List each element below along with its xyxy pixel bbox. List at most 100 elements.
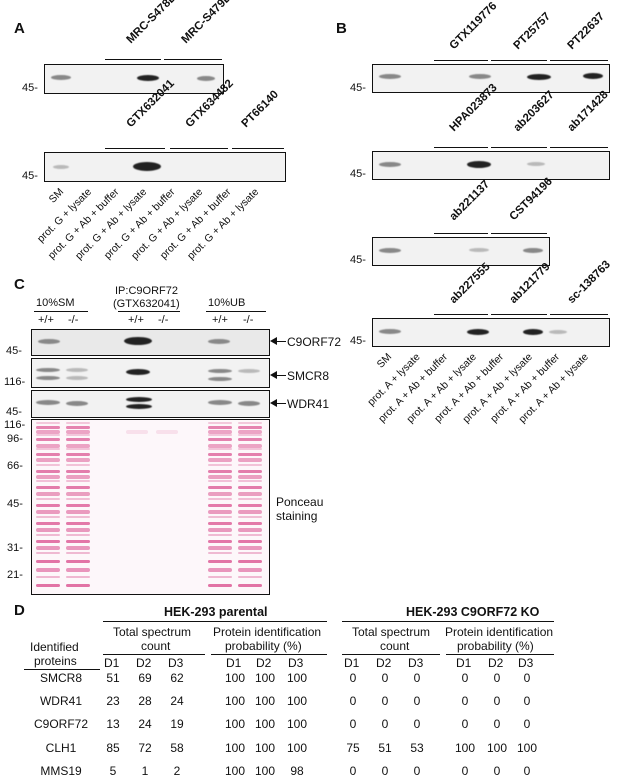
table-cell: 100 [224,694,246,708]
lane-group-bar [206,311,266,313]
ponceau-band [36,470,60,473]
table-cell: 13 [106,717,120,731]
arrow-line [276,403,286,405]
ponceau-band [208,560,232,563]
column-header: D3 [408,656,424,670]
table-cell: 24 [170,694,184,708]
table-cell: 1 [141,764,149,778]
table-cell: 0 [523,694,531,708]
table-cell: 100 [486,741,508,755]
column-header: D3 [168,656,184,670]
ponceau-band [238,534,262,536]
table-cell: 69 [138,671,152,685]
table-cell: 5 [109,764,117,778]
ponceau-band [36,504,60,507]
ponceau-band [208,510,232,514]
col-group-header: probability (%) [457,639,534,653]
ponceau-band [208,480,232,482]
ponceau-band [238,464,262,466]
ponceau-band [36,438,60,441]
ponceau-band [208,540,232,543]
lane-group-bar [118,311,180,313]
table-cell: 58 [170,741,184,755]
ponceau-band [36,552,60,554]
table-cell: 0 [381,694,389,708]
genotype-label: +/+ [128,314,144,326]
panel-a-letter: A [14,20,25,37]
mw-marker: 116- [4,376,26,388]
ponceau-band [36,546,60,550]
ponceau-band [238,528,262,532]
ponceau-band [66,540,90,543]
column-header: D1 [104,656,120,670]
ponceau-band [238,510,262,514]
antibody-label: CST94196 [507,175,555,223]
genotype-label: +/+ [38,314,54,326]
western-blot-a-top [44,64,224,94]
column-header: D1 [456,656,472,670]
lane-group-bar [550,60,608,62]
table-rule [103,654,205,655]
ponceau-band [238,426,262,429]
ponceau-band [66,470,90,473]
column-header: D2 [488,656,504,670]
table-cell: 100 [224,764,246,778]
mw-marker: 45- [22,82,38,94]
genotype-label: +/+ [212,314,228,326]
panel-b-letter: B [336,20,347,37]
ponceau-band [66,486,90,489]
panel-d-letter: D [14,602,25,619]
mw-marker: 45- [350,335,366,347]
table-cell: 100 [286,741,308,755]
ponceau-band [36,528,60,532]
arrow-line [276,341,286,343]
ponceau-band [208,568,232,572]
table-cell: 85 [106,741,120,755]
lane-group-bar [550,147,608,149]
column-header: D2 [136,656,152,670]
ponceau-band [238,438,262,441]
ponceau-band [238,504,262,507]
ponceau-band [36,430,60,434]
genotype-label: -/- [243,314,254,326]
lane-label: SM [374,351,395,371]
lane-group-bar [434,60,488,62]
ponceau-band [36,464,60,466]
table-cell: 0 [413,764,421,778]
ponceau-band [66,426,90,429]
ponceau-band [66,534,90,536]
ponceau-band [66,448,90,450]
table-cell: 100 [224,741,246,755]
ponceau-band [208,426,232,429]
column-header: D2 [376,656,392,670]
antibody-label: ab227555 [447,260,493,306]
table-cell: 28 [138,694,152,708]
ponceau-band [208,552,232,554]
table-cell: 0 [349,671,357,685]
col-group-header: Protein identification [445,625,554,639]
table-cell: 0 [413,694,421,708]
lane-group-bar [434,233,488,235]
ponceau-band [66,584,90,587]
ponceau-band [66,552,90,554]
group-label: 10%SM [36,297,75,309]
lane-group-bar [550,314,608,316]
ponceau-band [36,498,60,500]
ponceau-band [208,516,232,518]
column-header: D2 [256,656,272,670]
ponceau-band [36,522,60,525]
lane-group-bar [434,147,488,149]
table-cell: 0 [493,764,501,778]
group-label: (GTX632041) [113,298,180,310]
western-blot-b-3 [372,237,550,266]
table-cell: 0 [493,694,501,708]
antibody-label: ab171428 [565,88,611,134]
ponceau-band [66,510,90,514]
western-blot-b-1 [372,64,610,93]
ponceau-band [208,528,232,532]
table-cell: 0 [523,671,531,685]
ponceau-band [126,430,148,434]
ponceau-band [238,498,262,500]
target-label: C9ORF72 [287,335,342,349]
table-cell: 62 [170,671,184,685]
